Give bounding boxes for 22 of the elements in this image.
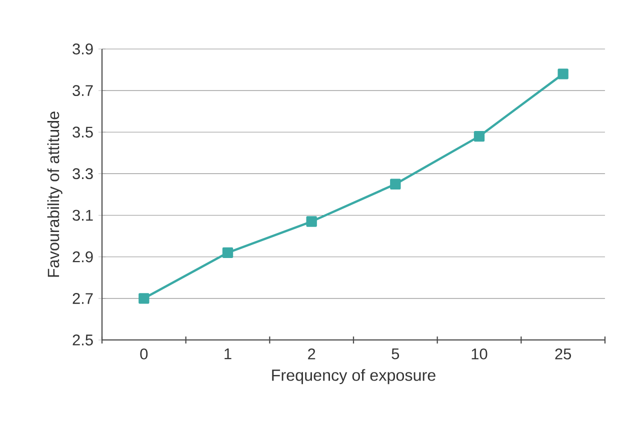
point	[474, 130, 485, 142]
y-tick-label: 3.3	[72, 168, 93, 180]
y-tick-label: 2.5	[72, 334, 93, 346]
y-axis-title: Favourability of attitude	[47, 112, 62, 277]
x-tick-label: 5	[392, 348, 400, 360]
y-tick-label: 3.9	[72, 44, 93, 54]
x-tick-label: 1	[224, 348, 232, 360]
x-tick-label: 10	[472, 348, 488, 360]
point	[390, 178, 401, 190]
y-tick-label: 3.7	[72, 85, 93, 96]
point	[558, 68, 568, 80]
x-tick-label: 2	[308, 348, 316, 360]
x-axis-title: Frequency of exposure	[272, 369, 436, 384]
x-tick-label: 0	[140, 348, 148, 360]
x-tick-label: 25	[555, 348, 572, 360]
point	[306, 216, 317, 227]
point	[138, 293, 150, 304]
point	[222, 247, 234, 258]
y-tick-label: 2.7	[72, 293, 93, 304]
y-tick-label: 2.9	[72, 251, 93, 262]
y-tick-label: 3.5	[72, 126, 93, 138]
y-tick-label: 3.1	[72, 210, 93, 221]
